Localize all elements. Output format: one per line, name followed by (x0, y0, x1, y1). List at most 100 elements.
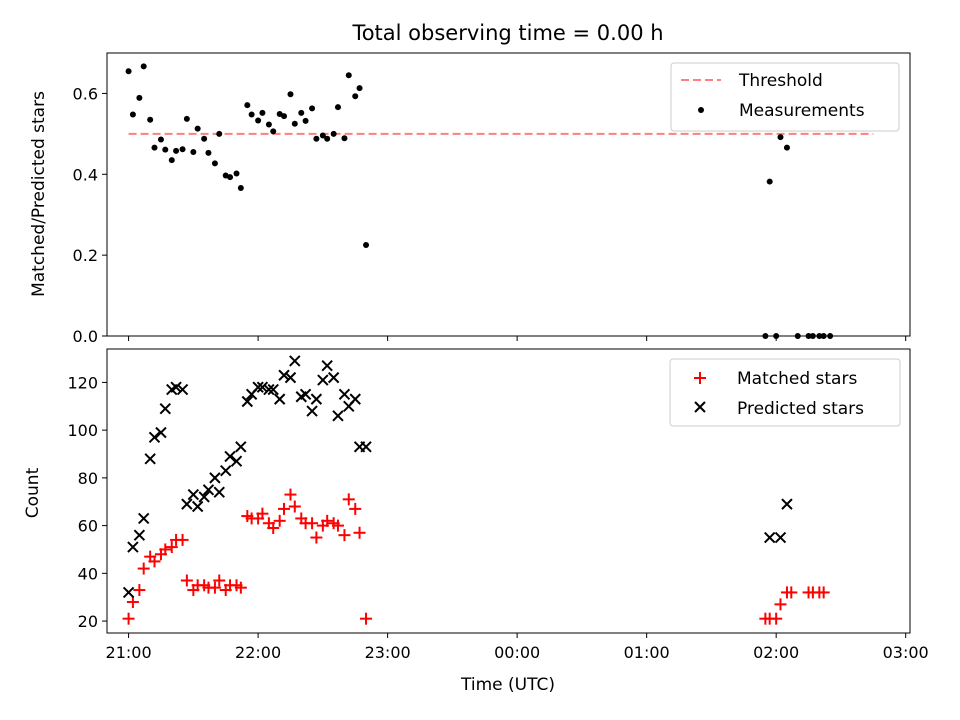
predicted-star-point (155, 426, 167, 439)
top-legend: Threshold Measurements (670, 62, 900, 132)
predicted-star-point (170, 381, 182, 393)
matched-star-point (213, 574, 226, 587)
x-tick-label: 02:00 (753, 643, 799, 662)
predicted-star-point (273, 393, 286, 405)
matched-star-point (321, 514, 334, 527)
measurement-point (211, 160, 218, 167)
measurement-point (330, 130, 337, 137)
bottom-legend: Matched stars Predicted stars (669, 358, 901, 427)
plot-marks (125, 63, 874, 339)
measurement-point (783, 144, 790, 151)
legend-matched-swatch (694, 372, 706, 384)
x-tick-label: 01:00 (624, 643, 670, 662)
matched-star-point (338, 529, 351, 542)
measurement-point (291, 120, 298, 127)
matched-star-point (278, 502, 291, 515)
matched-star-point (122, 612, 135, 625)
predicted-star-point (252, 381, 264, 393)
measurement-point (227, 174, 234, 181)
y-tick-label: 40 (78, 564, 98, 583)
legend-measurements-swatch (698, 107, 704, 113)
measurement-point (168, 157, 175, 164)
predicted-star-point (310, 393, 323, 405)
axes-frame (106, 348, 911, 634)
measurement-point (762, 333, 769, 339)
measurement-point (356, 85, 363, 92)
x-tick-label: 22:00 (235, 643, 281, 662)
predicted-star-point (774, 531, 787, 544)
y-tick-label: 0.0 (73, 327, 98, 346)
x-tick-label: 00:00 (494, 643, 540, 662)
measurement-point (129, 111, 136, 118)
matched-star-point (256, 507, 269, 520)
predicted-star-point (327, 371, 340, 384)
matched-star-point (159, 543, 172, 556)
predicted-star-point (235, 441, 247, 453)
predicted-star-point (133, 529, 146, 541)
predicted-star-point (284, 371, 297, 384)
matched-star-point (306, 517, 319, 530)
predicted-star-point (267, 383, 279, 396)
measurement-point (777, 134, 784, 141)
predicted-star-point (209, 472, 221, 484)
predicted-star-point (127, 541, 139, 553)
measurement-point (265, 121, 272, 128)
bottom-plot-area: 21:00 22:00 23:00 00:00 01:00 02:00 03:00 20 40 6… (67, 348, 929, 662)
matched-star-point (267, 521, 280, 534)
predicted-star-point (289, 355, 301, 367)
predicted-star-point (224, 450, 236, 463)
predicted-star-point (213, 486, 225, 498)
predicted-star-point (144, 453, 156, 465)
predicted-star-point (122, 586, 135, 599)
measurement-point (157, 136, 164, 143)
matched-star-point (208, 581, 221, 594)
matched-star-point (148, 555, 161, 568)
predicted-star-point (299, 388, 312, 401)
predicted-star-point (159, 402, 171, 415)
matched-star-point (273, 514, 286, 527)
predicted-star-point (181, 498, 193, 510)
predicted-star-point (220, 465, 232, 477)
predicted-star-point (176, 383, 189, 396)
y-tick-label: 20 (78, 612, 98, 631)
measurement-point (237, 185, 244, 192)
measurement-point (319, 132, 326, 139)
measurement-point (248, 111, 255, 118)
measurement-point (341, 135, 348, 142)
predicted-star-point (321, 359, 333, 372)
predicted-star-point (360, 441, 372, 453)
x-tick-label: 23:00 (365, 643, 411, 662)
top-y-axis-label: Matched/Predicted stars (29, 91, 49, 297)
chart-title: Total observing time = 0.00 h (351, 21, 663, 45)
matched-star-point (284, 488, 297, 501)
y-tick-label: 0.6 (73, 84, 98, 103)
measurement-point (162, 146, 169, 153)
measurement-point (190, 149, 197, 156)
measurement-point (309, 105, 316, 112)
measurement-point (352, 93, 359, 100)
top-legend-box (670, 62, 900, 132)
legend-measurements-label: Measurements (739, 101, 865, 121)
measurement-point (151, 144, 158, 151)
measurement-point (281, 113, 288, 120)
measurement-point (233, 170, 240, 177)
predicted-star-point (230, 455, 243, 467)
measurement-point (313, 135, 320, 142)
predicted-star-point (338, 388, 351, 401)
matched-star-point (176, 533, 189, 546)
predicted-star-point (241, 395, 254, 408)
measurement-point (827, 333, 834, 339)
measurement-point (809, 333, 816, 339)
predicted-star-point (278, 369, 290, 381)
matched-star-point (165, 541, 178, 554)
y-tick-label: 0.4 (73, 165, 98, 184)
legend-predicted-label: Predicted stars (737, 399, 864, 419)
measurement-point (259, 109, 266, 116)
bottom-legend-box (669, 358, 901, 427)
predicted-star-point (781, 498, 793, 510)
measurement-point (201, 135, 208, 142)
measurement-point (147, 116, 154, 123)
y-tick-label: 0.2 (73, 246, 98, 265)
matched-star-point (360, 612, 373, 625)
